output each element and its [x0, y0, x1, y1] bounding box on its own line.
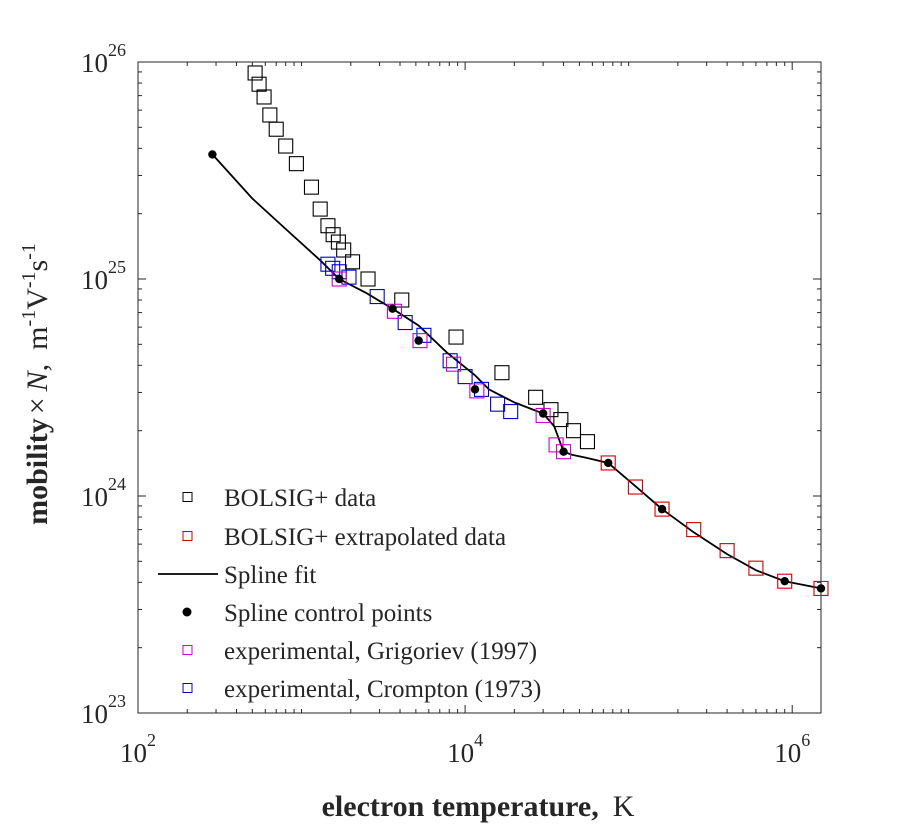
crompton-point	[442, 353, 458, 369]
x-tick-label: 102	[120, 730, 156, 768]
y-axis-title: mobility×N,m-1V-1s-1	[18, 243, 54, 525]
bolsig-extrapolated-point	[748, 560, 764, 576]
legend-label: Spline control points	[224, 600, 432, 627]
legend-swatch-square	[182, 492, 193, 502]
bolsig-data-point	[494, 365, 510, 381]
x-tick-base: 10	[774, 738, 801, 768]
legend-label: experimental, Grigoriev (1997)	[224, 638, 537, 665]
y-tick-label: 1026	[81, 40, 126, 78]
spline-control-point	[538, 409, 548, 418]
crompton-point	[397, 314, 413, 331]
bolsig-data-point	[278, 138, 294, 154]
bolsig-data-point	[256, 89, 272, 105]
bolsig-extrapolated-point	[813, 580, 829, 596]
bolsig-data-point	[565, 423, 582, 439]
bolsig-extrapolated-point	[719, 543, 735, 559]
spline-control-point	[604, 458, 613, 468]
bolsig-extrapolated-point	[654, 501, 670, 517]
bolsig-extrapolated-point	[777, 573, 793, 589]
spline-control-point	[388, 304, 397, 313]
x-tick-exponent: 6	[801, 730, 810, 750]
legend-label: experimental, Crompton (1973)	[224, 676, 541, 703]
y-tick-base: 10	[81, 699, 108, 729]
bolsig-data-point	[330, 234, 346, 250]
bolsig-extrapolated-point	[686, 522, 702, 538]
y-tick-base: 10	[81, 265, 108, 295]
x-tick-exponent: 2	[147, 730, 156, 750]
spline-control-point	[414, 336, 423, 345]
legend-swatch-square	[182, 683, 193, 693]
x-tick-labels: 102 104 106	[120, 730, 810, 768]
crompton-point	[457, 369, 473, 385]
spline-control-point	[470, 385, 480, 394]
y-tick-exponent: 24	[108, 474, 126, 494]
bolsig-data-point	[344, 254, 361, 270]
legend-swatch-square	[182, 645, 193, 655]
spline-control-point	[780, 576, 789, 586]
data-marks	[208, 65, 829, 596]
bolsig-data-point	[288, 156, 304, 172]
crompton-point	[416, 327, 432, 343]
grigoriev-point	[412, 333, 428, 349]
bolsig-data-point	[553, 412, 569, 428]
axis-ticks	[137, 61, 821, 714]
y-tick-exponent: 23	[108, 691, 126, 711]
bolsig-data-point	[268, 121, 284, 137]
spline-control-point	[816, 584, 826, 593]
crompton-point	[503, 404, 519, 420]
legend: BOLSIG+ data BOLSIG+ extrapolated data Spl…	[158, 485, 541, 703]
legend-label: BOLSIG+ data	[224, 485, 376, 512]
legend-swatch-square	[182, 531, 193, 541]
grigoriev-point	[446, 356, 462, 372]
x-axis-title: electron temperature, K	[322, 790, 635, 823]
grigoriev-point	[556, 444, 572, 460]
spline-control-point	[335, 274, 344, 284]
bolsig-data-point	[303, 179, 320, 195]
spline-control-point	[208, 150, 217, 159]
legend-swatch-dot	[182, 607, 192, 617]
bolsig-data-point	[247, 65, 263, 81]
legend-label: Spline fit	[224, 562, 316, 589]
x-tick-label: 104	[447, 730, 483, 768]
bolsig-extrapolated-point	[600, 455, 616, 471]
y-tick-base: 10	[81, 48, 108, 78]
grigoriev-point	[535, 407, 551, 424]
spline-control-point	[657, 504, 667, 514]
bolsig-data-point	[360, 271, 376, 287]
bolsig-extrapolated-point	[627, 479, 643, 495]
x-tick-base: 10	[447, 738, 474, 768]
plot-area	[137, 61, 822, 714]
bolsig-data-point	[448, 329, 464, 345]
grigoriev-point	[469, 383, 485, 399]
y-tick-label: 1024	[81, 474, 126, 512]
spline-control-point	[559, 447, 568, 456]
y-tick-label: 1023	[81, 691, 126, 729]
grigoriev-point	[386, 303, 403, 319]
x-tick-label: 106	[774, 730, 810, 768]
y-tick-exponent: 26	[108, 40, 126, 60]
y-tick-exponent: 25	[108, 257, 126, 277]
bolsig-data-point	[251, 76, 267, 92]
bolsig-data-point	[528, 389, 544, 405]
bolsig-data-point	[312, 201, 328, 217]
x-tick-exponent: 4	[474, 730, 483, 750]
crompton-point	[369, 289, 385, 305]
y-tick-base: 10	[81, 482, 108, 512]
grigoriev-point	[331, 271, 347, 287]
y-tick-label: 1025	[81, 257, 126, 295]
x-tick-base: 10	[120, 738, 147, 768]
bolsig-data-point	[320, 218, 336, 234]
bolsig-data-point	[336, 242, 352, 258]
legend-label: BOLSIG+ extrapolated data	[224, 524, 506, 551]
bolsig-data-point	[579, 434, 596, 450]
